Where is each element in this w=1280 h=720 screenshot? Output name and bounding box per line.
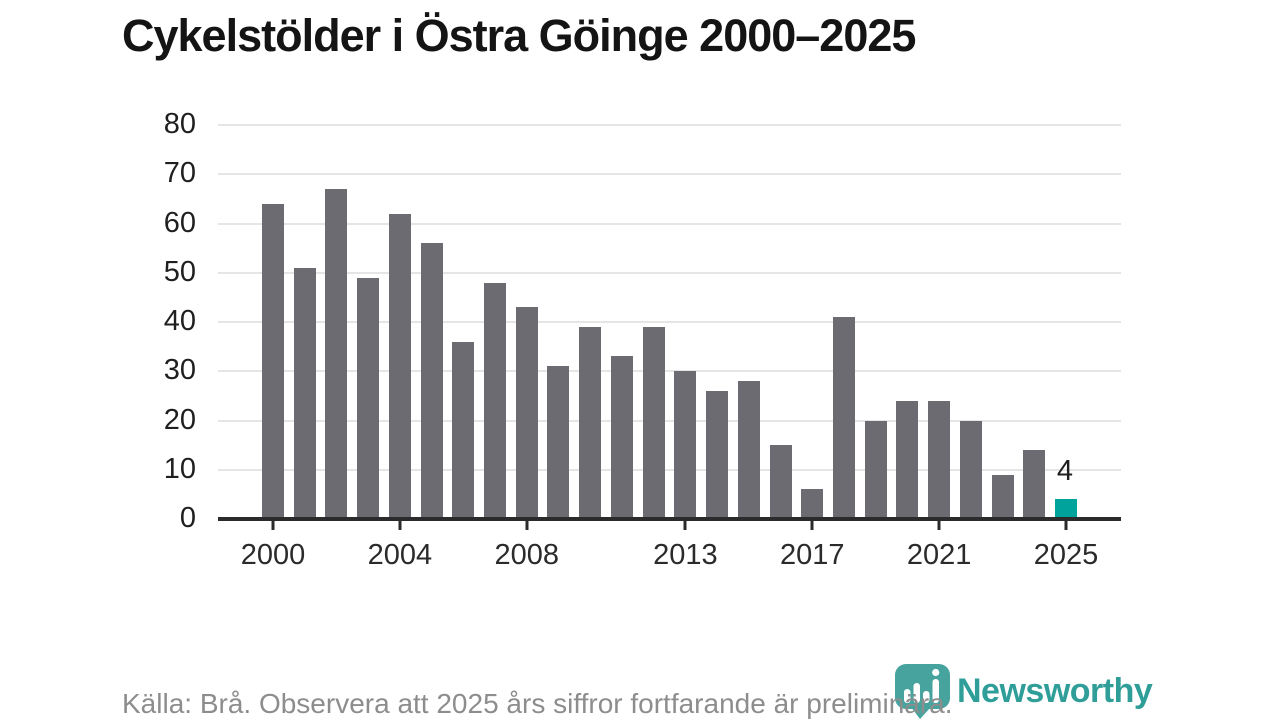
y-axis-tick-label: 80	[163, 107, 196, 140]
gridline-y-40	[218, 321, 1121, 323]
bar-2025	[1055, 499, 1077, 519]
x-axis-tick	[937, 521, 941, 530]
gridline-y-20	[218, 419, 1121, 422]
gridline-y-70	[218, 173, 1121, 176]
bar-2009	[547, 366, 570, 519]
bar-2015	[737, 381, 760, 519]
x-axis-tick-label: 2004	[367, 539, 433, 571]
y-axis-tick-label: 70	[163, 157, 196, 190]
bar-2024	[1023, 450, 1046, 519]
bar-2010	[579, 326, 602, 519]
x-axis-tick	[810, 521, 814, 530]
x-axis-tick-label: 2021	[906, 539, 972, 571]
gridline-y-30	[218, 370, 1121, 373]
y-axis-tick-label: 0	[179, 501, 196, 534]
bar-2023	[991, 474, 1014, 519]
gridline-y-50	[218, 271, 1121, 274]
y-axis-tick-label: 10	[163, 452, 196, 485]
source-note: Källa: Brå. Observera att 2025 års siffr…	[122, 688, 953, 719]
bar-2020	[896, 400, 919, 519]
bar-2018	[832, 317, 855, 519]
bar-2001	[293, 267, 316, 519]
bar-2013	[674, 371, 697, 519]
bar-2011	[610, 356, 633, 519]
x-axis-tick	[525, 521, 529, 530]
bar-2008	[515, 307, 538, 519]
x-axis-tick	[683, 521, 687, 530]
x-axis-tick	[398, 521, 402, 530]
x-axis-line	[218, 517, 1121, 521]
x-axis-tick	[271, 521, 275, 530]
bar-2005	[420, 243, 443, 519]
x-axis-tick-label: 2017	[779, 539, 845, 571]
bar-2012	[642, 326, 665, 519]
gridline-y-60	[218, 222, 1121, 225]
y-axis-tick-label: 40	[163, 304, 196, 337]
x-axis-tick-label: 2013	[653, 539, 718, 571]
bar-2017	[801, 489, 824, 519]
bar-2019	[864, 420, 887, 519]
x-axis-tick	[1064, 521, 1068, 530]
bar-2006	[452, 341, 475, 519]
gridline-y-80	[218, 124, 1121, 126]
y-axis-tick-label: 20	[163, 403, 196, 436]
bar-2022	[959, 420, 982, 519]
bar-2007	[484, 282, 507, 519]
highlight-value-label: 4	[1056, 455, 1074, 488]
bar-2002	[325, 189, 348, 519]
x-axis-tick-label: 2025	[1033, 539, 1099, 571]
bar-2004	[388, 213, 411, 519]
bar-2021	[928, 400, 951, 519]
bar-2003	[357, 277, 380, 519]
newsworthy-logo: Newsworthy	[894, 663, 1153, 719]
bar-2016	[769, 445, 792, 519]
y-axis-tick-label: 60	[163, 206, 196, 239]
bar-2000	[262, 203, 284, 519]
x-axis-tick-label: 2000	[240, 539, 306, 571]
bar-2014	[706, 390, 729, 519]
x-axis-tick-label: 2008	[494, 539, 560, 571]
y-axis-tick-label: 30	[163, 354, 196, 387]
newsworthy-pin-icon	[895, 664, 950, 719]
gridline-y-10	[218, 468, 1121, 471]
chart-title: Cykelstölder i Östra Göinge 2000–2025	[122, 10, 916, 61]
newsworthy-wordmark: Newsworthy	[957, 672, 1153, 710]
y-axis-tick-label: 50	[163, 255, 196, 288]
